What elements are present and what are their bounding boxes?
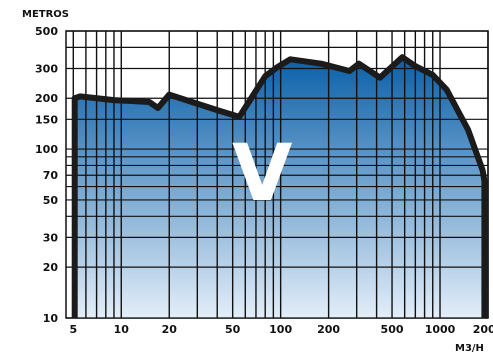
y-tick-label: 10 [43, 312, 59, 325]
y-tick-label: 70 [43, 169, 59, 182]
x-tick-label: 5 [69, 323, 77, 336]
x-axis-title: M3/H [455, 343, 484, 354]
operating-envelope-outline [71, 54, 488, 318]
y-tick-label: 500 [35, 25, 58, 38]
x-tick-label: 2000 [473, 323, 493, 336]
y-tick-label: 50 [43, 194, 59, 207]
x-tick-label: 1000 [425, 323, 456, 336]
axis-ticks: 5 10 20 50 100 200 500 1000 2000 10 20 30 50 70 100 150… [35, 25, 493, 336]
region-label-v: V [232, 129, 292, 219]
x-tick-label: 50 [225, 323, 241, 336]
y-axis-title: METROS [22, 9, 69, 20]
operating-envelope-area [74, 57, 485, 318]
y-tick-label: 100 [35, 143, 58, 156]
y-tick-label: 300 [35, 62, 58, 75]
y-tick-label: 30 [43, 231, 59, 244]
x-tick-label: 100 [269, 323, 292, 336]
y-tick-label: 200 [35, 92, 58, 105]
y-tick-label: 20 [43, 261, 59, 274]
grid [66, 30, 489, 319]
x-tick-label: 500 [381, 323, 404, 336]
y-tick-label: 150 [35, 113, 58, 126]
x-tick-label: 10 [114, 323, 130, 336]
x-tick-label: 200 [317, 323, 340, 336]
x-tick-label: 20 [162, 323, 178, 336]
